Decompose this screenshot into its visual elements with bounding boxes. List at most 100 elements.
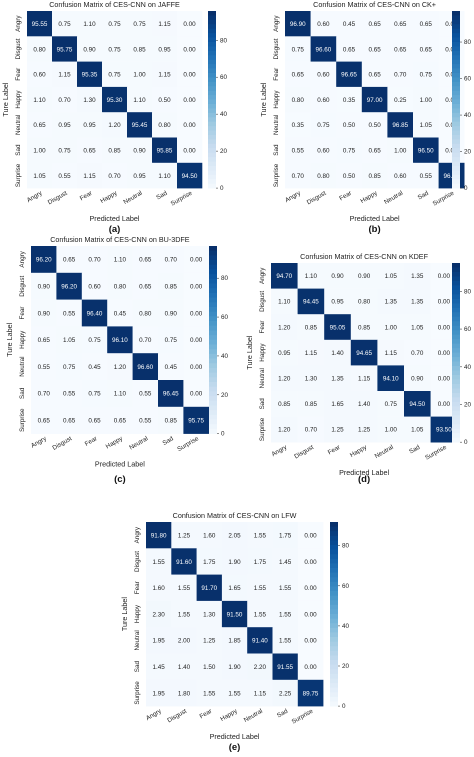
cell-value-label: 1.25 xyxy=(331,427,344,434)
colorbar-segment xyxy=(208,157,216,162)
heatmap-cell xyxy=(387,86,414,113)
colorbar-segment xyxy=(452,392,460,398)
colorbar-segment xyxy=(209,325,217,331)
colorbar-segment xyxy=(452,174,460,180)
colorbar-segment xyxy=(209,278,217,284)
heatmap-cell xyxy=(146,548,172,575)
chart-title: Confusion Matrix of CES-CNN on BU-3DFE xyxy=(50,235,190,244)
colorbar-segment xyxy=(452,37,460,43)
cell-value-label: 0.00 xyxy=(445,46,458,53)
heatmap-cell xyxy=(377,314,405,341)
heatmap-cell xyxy=(297,314,325,341)
heatmap-cell xyxy=(350,391,378,417)
heatmap-cell xyxy=(56,380,83,408)
colorbar-segment xyxy=(330,696,338,702)
heatmap-cell xyxy=(350,314,378,341)
colorbar-segment xyxy=(452,24,460,30)
cell-value-label: 1.30 xyxy=(203,611,216,618)
heatmap-cell xyxy=(310,36,337,62)
heatmap-cell xyxy=(271,263,298,289)
heatmap-cell xyxy=(196,548,223,575)
cell-value-label: 93.50 xyxy=(436,427,452,434)
x-tick-label: Neutral xyxy=(383,190,404,206)
heatmap-cell xyxy=(336,61,363,88)
cell-value-label: 1.50 xyxy=(203,664,216,671)
colorbar-segment xyxy=(208,152,216,158)
cell-value-label: 0.00 xyxy=(445,97,458,104)
heatmap-cell xyxy=(350,339,378,366)
colorbar-segment xyxy=(209,410,217,416)
x-tick-label: Disgust xyxy=(293,444,315,461)
cell-value-label: 1.90 xyxy=(228,664,241,671)
x-tick-label: Happy xyxy=(219,707,239,723)
colorbar-segment xyxy=(208,183,216,189)
cell-value-label: 0.70 xyxy=(139,337,152,344)
x-axis-label: Predicted Label xyxy=(95,460,145,469)
colorbar-segment xyxy=(452,59,460,65)
cell-value-label: 0.00 xyxy=(183,46,196,53)
heatmap-cell xyxy=(158,380,184,408)
cell-value-label: 1.80 xyxy=(178,690,191,697)
cell-value-label: 1.10 xyxy=(305,273,318,280)
cell-value-label: 1.05 xyxy=(385,273,398,280)
cell-value-label: 1.55 xyxy=(153,559,166,566)
x-tick-label: Fear xyxy=(79,190,94,203)
cell-value-label: 1.55 xyxy=(228,690,241,697)
heatmap-cell xyxy=(310,61,337,88)
heatmap-cell xyxy=(221,600,248,628)
x-tick-label: Happy xyxy=(99,189,119,205)
heatmap-cell xyxy=(107,272,133,300)
cell-value-label: 94.65 xyxy=(356,350,372,357)
cell-value-label: 1.25 xyxy=(358,427,371,434)
colorbar-segment xyxy=(209,377,217,383)
cell-value-label: 91.60 xyxy=(176,559,192,566)
colorbar-segment xyxy=(452,348,460,353)
cell-value-label: 0.45 xyxy=(114,310,127,317)
cell-value-label: 0.55 xyxy=(420,173,433,180)
cell-value-label: 2.30 xyxy=(153,611,166,618)
chart-title: Confusion Matrix of CES-CNN on KDEF xyxy=(300,252,428,261)
cell-value-label: 2.00 xyxy=(178,638,191,645)
heatmap-cell xyxy=(310,86,337,113)
colorbar-segment xyxy=(452,41,460,47)
heatmap-cell xyxy=(52,61,78,88)
colorbar-segment xyxy=(209,396,217,402)
colorbar-segment xyxy=(330,535,338,541)
colorbar-tick-label: 60 xyxy=(220,74,228,81)
colorbar-segment xyxy=(209,428,217,434)
heatmap-cell xyxy=(413,86,439,113)
cell-value-label: 0.00 xyxy=(304,559,317,566)
heatmap-cell xyxy=(387,11,414,37)
cell-value-label: 0.90 xyxy=(358,273,371,280)
heatmap-cell xyxy=(183,272,210,300)
heatmap-cell xyxy=(336,86,363,113)
colorbar-segment xyxy=(452,271,460,277)
colorbar-segment xyxy=(209,424,217,430)
colorbar-tick-label: 20 xyxy=(342,663,350,670)
cell-value-label: 0.00 xyxy=(445,72,458,79)
colorbar-segment xyxy=(330,577,338,583)
heatmap-cell xyxy=(297,416,325,443)
cell-value-label: 0.75 xyxy=(108,21,121,28)
colorbar-segment xyxy=(330,673,338,679)
x-tick-label: Surprise xyxy=(176,435,200,453)
cell-value-label: 1.10 xyxy=(33,97,46,104)
colorbar-segment xyxy=(209,269,217,275)
cell-value-label: 0.00 xyxy=(190,284,203,291)
cell-value-label: 0.00 xyxy=(190,257,203,264)
colorbar-tick-label: 20 xyxy=(221,392,229,399)
heatmap-cell xyxy=(310,137,337,164)
colorbar-segment xyxy=(452,415,460,421)
cell-value-label: 0.95 xyxy=(158,46,171,53)
x-tick-label: Disgust xyxy=(306,190,328,207)
cell-value-label: 96.65 xyxy=(341,72,357,79)
y-tick-label: Fear xyxy=(134,581,141,594)
heatmap-cell xyxy=(107,406,133,434)
heatmap-cell xyxy=(27,162,53,189)
cell-value-label: 0.50 xyxy=(343,173,356,180)
heatmap-cell xyxy=(27,86,53,113)
cell-value-label: 0.75 xyxy=(63,364,76,371)
cell-value-label: 96.40 xyxy=(87,310,103,317)
cell-value-label: 1.55 xyxy=(203,690,216,697)
y-tick-label: Happy xyxy=(273,90,280,109)
